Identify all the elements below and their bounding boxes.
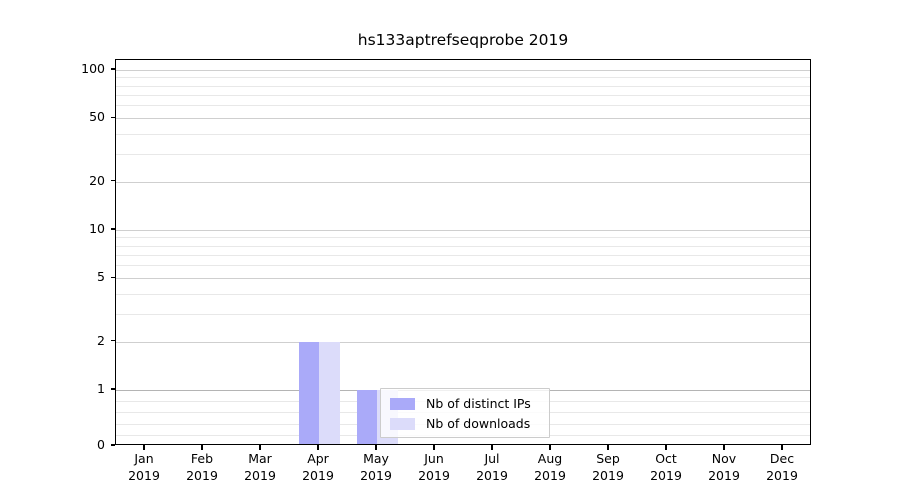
x-tick-month: Nov: [711, 451, 737, 466]
y-tick-mark: [110, 228, 115, 230]
chart-legend: Nb of distinct IPs Nb of downloads: [380, 388, 550, 438]
legend-item-distinct-ips: Nb of distinct IPs: [390, 395, 531, 412]
bar-apr-distinct-ips: [298, 341, 319, 444]
legend-item-downloads: Nb of downloads: [390, 415, 530, 432]
gridline-major: [116, 230, 810, 231]
bars-layer: [116, 60, 810, 444]
x-tick-mark: [375, 445, 377, 450]
x-tick-mark: [259, 445, 261, 450]
y-tick-label: 0: [97, 437, 105, 452]
y-tick-label: 1: [97, 381, 105, 396]
x-tick-month: Sep: [596, 451, 620, 466]
x-tick-mark: [491, 445, 493, 450]
x-tick-month: Aug: [537, 451, 563, 466]
x-tick-year: 2019: [592, 467, 624, 483]
gridline-minor: [116, 293, 810, 295]
x-tick-year: 2019: [302, 467, 334, 483]
y-tick-mark: [110, 116, 115, 118]
x-tick-label: Oct 2019: [631, 451, 701, 484]
x-tick-label: Jun 2019: [399, 451, 469, 484]
y-tick-mark: [110, 68, 115, 70]
x-tick-month: Jun: [424, 451, 444, 466]
x-tick-mark: [607, 445, 609, 450]
x-tick-mark: [143, 445, 145, 450]
x-tick-mark: [723, 445, 725, 450]
y-tick-label: 20: [89, 172, 105, 188]
x-tick-mark: [201, 445, 203, 450]
gridline-major: [116, 70, 810, 71]
x-tick-mark: [781, 445, 783, 450]
x-tick-mark: [549, 445, 551, 450]
x-tick-year: 2019: [650, 467, 682, 483]
x-tick-mark: [317, 445, 319, 450]
x-tick-year: 2019: [418, 467, 450, 483]
x-tick-month: Jan: [134, 451, 154, 466]
x-tick-year: 2019: [186, 467, 218, 483]
legend-swatch-downloads: [390, 417, 415, 430]
x-tick-month: Mar: [248, 451, 272, 466]
x-tick-year: 2019: [476, 467, 508, 483]
x-tick-mark: [433, 445, 435, 450]
x-tick-month: Jul: [484, 451, 500, 466]
x-tick-month: May: [363, 451, 389, 466]
legend-swatch-distinct-ips: [390, 397, 415, 410]
x-tick-year: 2019: [534, 467, 566, 483]
x-tick-label: Jul 2019: [457, 451, 527, 484]
x-tick-label: Dec 2019: [747, 451, 817, 484]
y-tick-label: 5: [97, 269, 105, 285]
gridline-minor: [116, 94, 810, 96]
gridline-minor: [116, 254, 810, 256]
gridline-major: [116, 118, 810, 120]
x-tick-label: May 2019: [341, 451, 411, 484]
gridline-minor: [116, 133, 810, 135]
gridline-minor: [116, 313, 810, 315]
legend-label-downloads: Nb of downloads: [426, 416, 531, 431]
x-tick-month: Dec: [769, 451, 795, 466]
gridline-major: [116, 341, 810, 343]
bar-may-distinct-ips: [356, 390, 377, 444]
x-tick-month: Apr: [307, 451, 329, 466]
y-tick-mark: [110, 180, 115, 182]
legend-label-distinct-ips: Nb of distinct IPs: [426, 396, 531, 411]
chart-title: hs133aptrefseqprobe 2019: [357, 31, 569, 49]
gridline-minor: [116, 105, 810, 107]
x-tick-year: 2019: [244, 467, 276, 483]
gridline-minor: [116, 85, 810, 87]
gridline-major: [116, 278, 810, 280]
x-tick-month: Feb: [190, 451, 214, 466]
x-tick-year: 2019: [360, 467, 392, 483]
plot-area: [115, 59, 811, 445]
x-tick-label: Mar 2019: [225, 451, 295, 484]
y-tick-mark: [110, 276, 115, 278]
x-tick-label: Aug 2019: [515, 451, 585, 484]
gridline-minor: [116, 245, 810, 247]
x-tick-mark: [665, 445, 667, 450]
y-tick-mark: [110, 388, 115, 390]
y-tick-label: 50: [89, 109, 105, 125]
y-tick-label: 10: [89, 221, 105, 236]
gridline-minor: [116, 77, 810, 79]
x-tick-month: Oct: [655, 451, 677, 466]
gridline-minor: [116, 265, 810, 267]
x-tick-label: Apr 2019: [283, 451, 353, 484]
y-tick-label: 100: [81, 61, 105, 76]
y-tick-mark: [110, 444, 115, 446]
y-tick-label: 2: [97, 332, 105, 348]
x-tick-label: Feb 2019: [167, 451, 237, 484]
x-tick-year: 2019: [766, 467, 798, 483]
x-tick-label: Sep 2019: [573, 451, 643, 484]
gridline-minor: [116, 237, 810, 239]
x-tick-label: Nov 2019: [689, 451, 759, 484]
bar-apr-downloads: [319, 341, 340, 444]
y-tick-mark: [110, 340, 115, 342]
x-tick-year: 2019: [708, 467, 740, 483]
x-tick-year: 2019: [128, 467, 160, 483]
x-tick-label: Jan 2019: [109, 451, 179, 484]
gridline-minor: [116, 153, 810, 155]
gridline-major: [116, 181, 810, 183]
